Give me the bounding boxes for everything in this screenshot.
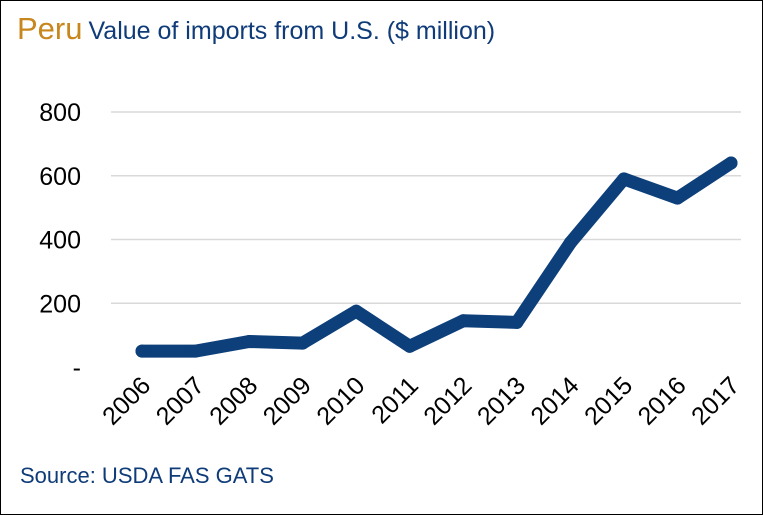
- data-point: [563, 236, 577, 250]
- chart-title: Peru Value of imports from U.S. ($ millio…: [17, 11, 495, 47]
- data-point: [189, 344, 203, 358]
- x-tick-label: 2007: [151, 371, 210, 430]
- x-tick-label: 2006: [97, 371, 156, 430]
- title-country: Peru: [17, 11, 83, 46]
- y-tick-label: 800: [39, 99, 81, 127]
- x-tick-label: 2017: [686, 371, 745, 430]
- data-point: [456, 314, 470, 328]
- y-tick-label: -: [73, 354, 81, 382]
- data-point: [242, 335, 256, 348]
- x-tick-label: 2011: [366, 371, 424, 429]
- x-tick-label: 2013: [472, 371, 531, 430]
- data-point: [724, 156, 738, 170]
- y-tick-label: 400: [39, 227, 81, 255]
- x-tick-label: 2014: [525, 371, 584, 430]
- x-tick-label: 2016: [633, 371, 692, 430]
- title-text: Value of imports from U.S. ($ million): [88, 17, 496, 45]
- x-tick-label: 2008: [204, 371, 263, 430]
- x-tick-label: 2012: [418, 371, 477, 430]
- data-point: [510, 315, 524, 329]
- data-point: [135, 344, 149, 358]
- data-point: [403, 339, 417, 353]
- x-tick-label: 2015: [579, 371, 638, 430]
- data-point: [617, 172, 631, 186]
- series-line: [135, 156, 738, 358]
- x-tick-label: 2010: [311, 371, 370, 430]
- x-tick-label: 2009: [258, 371, 317, 430]
- source-note: Source: USDA FAS GATS: [20, 463, 274, 488]
- data-point: [670, 191, 684, 205]
- data-point: [349, 304, 363, 318]
- y-tick-label: 600: [39, 163, 81, 191]
- data-point: [296, 336, 310, 350]
- y-tick-label: 200: [39, 290, 81, 318]
